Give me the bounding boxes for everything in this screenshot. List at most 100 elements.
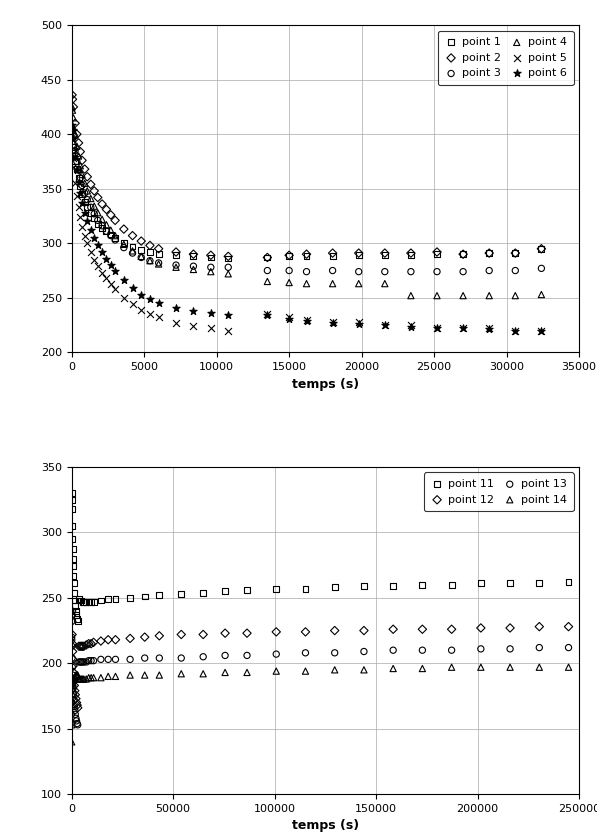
- point 2: [510, 247, 520, 260]
- point 14: [69, 674, 78, 687]
- point 4: [301, 277, 311, 290]
- point 12: [81, 638, 91, 651]
- point 12: [68, 645, 78, 658]
- point 14: [534, 660, 544, 674]
- point 11: [242, 584, 252, 597]
- point 5: [67, 151, 77, 165]
- point 2: [97, 197, 107, 211]
- point 14: [71, 668, 81, 681]
- point 6: [90, 231, 99, 244]
- point 4: [154, 257, 164, 271]
- point 2: [301, 247, 311, 261]
- point 6: [484, 323, 494, 336]
- point 5: [145, 308, 155, 321]
- point 2: [432, 245, 442, 258]
- point 5: [301, 313, 311, 326]
- point 14: [73, 668, 82, 681]
- point 12: [177, 628, 186, 641]
- point 3: [77, 179, 87, 192]
- point 12: [67, 628, 77, 641]
- point 13: [75, 655, 85, 669]
- point 4: [137, 250, 146, 263]
- point 2: [80, 162, 90, 176]
- point 5: [263, 308, 272, 321]
- point 11: [505, 577, 515, 590]
- point 1: [484, 247, 494, 260]
- point 2: [70, 116, 80, 130]
- point 14: [68, 676, 78, 690]
- point 4: [97, 212, 107, 226]
- point 1: [110, 231, 120, 244]
- point 3: [284, 264, 294, 278]
- point 12: [301, 625, 310, 639]
- point 3: [354, 265, 364, 278]
- point 11: [68, 552, 78, 565]
- point 13: [78, 655, 87, 669]
- point 5: [74, 201, 84, 214]
- point 14: [79, 672, 88, 686]
- point 5: [354, 315, 364, 329]
- point 5: [537, 324, 546, 337]
- point 4: [380, 277, 390, 290]
- point 3: [145, 254, 155, 268]
- point 6: [154, 297, 164, 310]
- point 11: [198, 586, 208, 599]
- point 14: [89, 671, 99, 685]
- point 14: [272, 665, 281, 678]
- point 14: [359, 663, 369, 676]
- point 12: [125, 632, 135, 645]
- point 1: [458, 247, 468, 261]
- point 6: [106, 258, 116, 272]
- point 14: [242, 665, 252, 679]
- point 14: [198, 667, 208, 681]
- point 11: [72, 608, 81, 621]
- point 14: [220, 665, 230, 679]
- point 14: [67, 735, 76, 748]
- point 2: [484, 247, 494, 260]
- point 12: [155, 630, 164, 643]
- point 13: [272, 647, 281, 660]
- point 11: [177, 587, 186, 600]
- point 13: [125, 653, 135, 666]
- point 2: [74, 136, 84, 150]
- point 4: [69, 111, 78, 125]
- point 14: [68, 681, 78, 695]
- point 3: [128, 247, 137, 260]
- point 13: [242, 649, 252, 662]
- point 1: [69, 140, 78, 154]
- point 6: [77, 196, 87, 210]
- point 14: [418, 662, 427, 675]
- point 3: [70, 144, 80, 157]
- point 14: [87, 671, 96, 685]
- point 6: [328, 316, 337, 329]
- point 14: [72, 668, 82, 681]
- point 13: [103, 653, 113, 666]
- point 13: [69, 693, 79, 706]
- point 14: [69, 672, 79, 686]
- point 11: [389, 579, 398, 593]
- point 4: [101, 218, 111, 232]
- point 3: [69, 130, 78, 143]
- point 1: [171, 248, 181, 262]
- point 13: [67, 640, 76, 653]
- point 2: [354, 247, 364, 260]
- point 4: [510, 289, 520, 303]
- point 13: [71, 711, 81, 725]
- point 5: [171, 316, 181, 329]
- point 3: [484, 264, 494, 278]
- point 1: [90, 212, 99, 225]
- point 4: [484, 289, 494, 303]
- point 4: [128, 244, 137, 257]
- point 11: [68, 560, 78, 573]
- point 1: [128, 240, 137, 253]
- point 14: [78, 672, 87, 686]
- point 14: [67, 686, 77, 700]
- point 2: [110, 214, 120, 227]
- point 1: [76, 180, 85, 193]
- point 3: [106, 229, 116, 242]
- point 11: [67, 493, 76, 507]
- point 1: [263, 251, 272, 264]
- point 3: [154, 256, 164, 269]
- point 3: [406, 265, 416, 278]
- point 5: [432, 322, 442, 335]
